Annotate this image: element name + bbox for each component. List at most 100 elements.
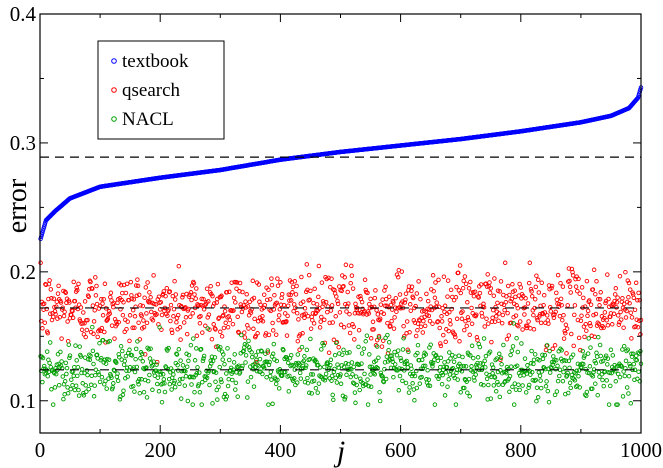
data-point-qsearch bbox=[490, 315, 495, 321]
data-point-nacl bbox=[574, 368, 579, 374]
data-point-qsearch bbox=[496, 318, 501, 323]
data-point-nacl bbox=[477, 344, 483, 350]
data-point-qsearch bbox=[328, 308, 334, 313]
data-point-qsearch bbox=[558, 296, 564, 302]
data-point-nacl bbox=[123, 353, 129, 359]
data-point-nacl bbox=[364, 333, 370, 338]
data-point-nacl bbox=[200, 379, 205, 385]
data-point-qsearch bbox=[603, 300, 608, 306]
data-point-nacl bbox=[544, 379, 549, 384]
data-point-qsearch bbox=[623, 315, 629, 320]
data-point-qsearch bbox=[81, 310, 86, 315]
data-point-qsearch bbox=[531, 312, 536, 318]
data-point-qsearch bbox=[319, 314, 324, 320]
data-point-qsearch bbox=[59, 336, 64, 341]
data-point-nacl bbox=[564, 373, 570, 378]
data-point-qsearch bbox=[435, 319, 440, 325]
data-point-nacl bbox=[397, 373, 403, 379]
data-point-qsearch bbox=[378, 302, 384, 307]
data-point-nacl bbox=[328, 357, 334, 363]
data-point-nacl bbox=[587, 364, 593, 369]
data-point-nacl bbox=[590, 386, 595, 391]
data-point-nacl bbox=[482, 358, 487, 364]
data-point-nacl bbox=[160, 372, 166, 377]
data-point-qsearch bbox=[560, 284, 566, 289]
data-point-nacl bbox=[144, 395, 150, 400]
data-point-nacl bbox=[58, 349, 63, 355]
data-point-nacl bbox=[63, 360, 69, 366]
data-point-qsearch bbox=[499, 301, 504, 307]
data-point-qsearch bbox=[372, 295, 378, 301]
data-point-nacl bbox=[538, 385, 544, 391]
y-tick-label: 0.4 bbox=[10, 2, 37, 26]
data-point-nacl bbox=[516, 382, 521, 387]
data-point-nacl bbox=[398, 358, 404, 363]
data-point-qsearch bbox=[504, 336, 510, 342]
data-point-nacl bbox=[580, 348, 585, 354]
data-point-nacl bbox=[297, 370, 303, 376]
data-point-qsearch bbox=[344, 309, 349, 314]
data-point-qsearch bbox=[316, 294, 321, 300]
data-point-qsearch bbox=[566, 266, 572, 271]
data-point-nacl bbox=[590, 374, 596, 379]
data-point-qsearch bbox=[188, 314, 193, 319]
data-point-qsearch bbox=[168, 318, 173, 324]
data-point-nacl bbox=[305, 380, 311, 386]
data-point-nacl bbox=[380, 374, 385, 379]
data-point-nacl bbox=[96, 369, 101, 375]
data-point-nacl bbox=[61, 396, 66, 402]
data-point-qsearch bbox=[267, 297, 273, 302]
data-point-qsearch bbox=[278, 280, 283, 285]
data-point-nacl bbox=[233, 387, 238, 392]
data-point-qsearch bbox=[609, 322, 615, 327]
data-point-nacl bbox=[341, 347, 346, 353]
data-point-nacl bbox=[507, 373, 513, 379]
data-point-qsearch bbox=[520, 293, 526, 299]
data-point-nacl bbox=[350, 372, 355, 377]
data-point-nacl bbox=[120, 348, 125, 354]
data-point-qsearch bbox=[626, 294, 631, 300]
data-point-qsearch bbox=[325, 309, 330, 315]
data-point-nacl bbox=[398, 355, 403, 361]
data-point-qsearch bbox=[562, 328, 567, 334]
data-point-nacl bbox=[303, 363, 309, 368]
data-point-qsearch bbox=[532, 296, 538, 302]
data-point-qsearch bbox=[406, 284, 412, 289]
data-point-qsearch bbox=[581, 295, 586, 301]
data-point-qsearch bbox=[621, 325, 626, 330]
data-point-nacl bbox=[266, 362, 272, 368]
data-point-nacl bbox=[118, 343, 124, 349]
data-point-nacl bbox=[227, 357, 232, 363]
data-point-qsearch bbox=[563, 322, 569, 328]
data-point-qsearch bbox=[433, 280, 438, 285]
data-point-nacl bbox=[487, 349, 493, 354]
data-point-nacl bbox=[453, 402, 459, 407]
data-point-nacl bbox=[231, 360, 237, 365]
data-point-nacl bbox=[134, 364, 140, 370]
data-point-qsearch bbox=[449, 306, 454, 312]
data-point-qsearch bbox=[528, 286, 534, 292]
data-point-qsearch bbox=[296, 317, 301, 322]
data-point-nacl bbox=[406, 390, 412, 395]
data-point-nacl bbox=[605, 362, 610, 367]
data-point-qsearch bbox=[366, 311, 371, 316]
data-point-qsearch bbox=[231, 295, 237, 301]
data-point-nacl bbox=[552, 357, 557, 363]
data-point-qsearch bbox=[594, 279, 599, 284]
data-point-qsearch bbox=[516, 323, 521, 329]
data-point-nacl bbox=[421, 363, 426, 369]
data-point-qsearch bbox=[624, 308, 629, 314]
data-point-qsearch bbox=[375, 312, 381, 317]
data-point-qsearch bbox=[278, 302, 284, 308]
data-point-qsearch bbox=[143, 285, 149, 290]
data-point-nacl bbox=[86, 386, 91, 392]
data-point-nacl bbox=[270, 351, 276, 357]
data-point-qsearch bbox=[440, 305, 445, 311]
data-point-nacl bbox=[469, 343, 475, 349]
data-point-qsearch bbox=[456, 270, 461, 276]
data-point-qsearch bbox=[230, 321, 236, 327]
data-point-qsearch bbox=[90, 286, 95, 291]
data-point-nacl bbox=[103, 361, 109, 366]
data-point-qsearch bbox=[227, 317, 233, 323]
